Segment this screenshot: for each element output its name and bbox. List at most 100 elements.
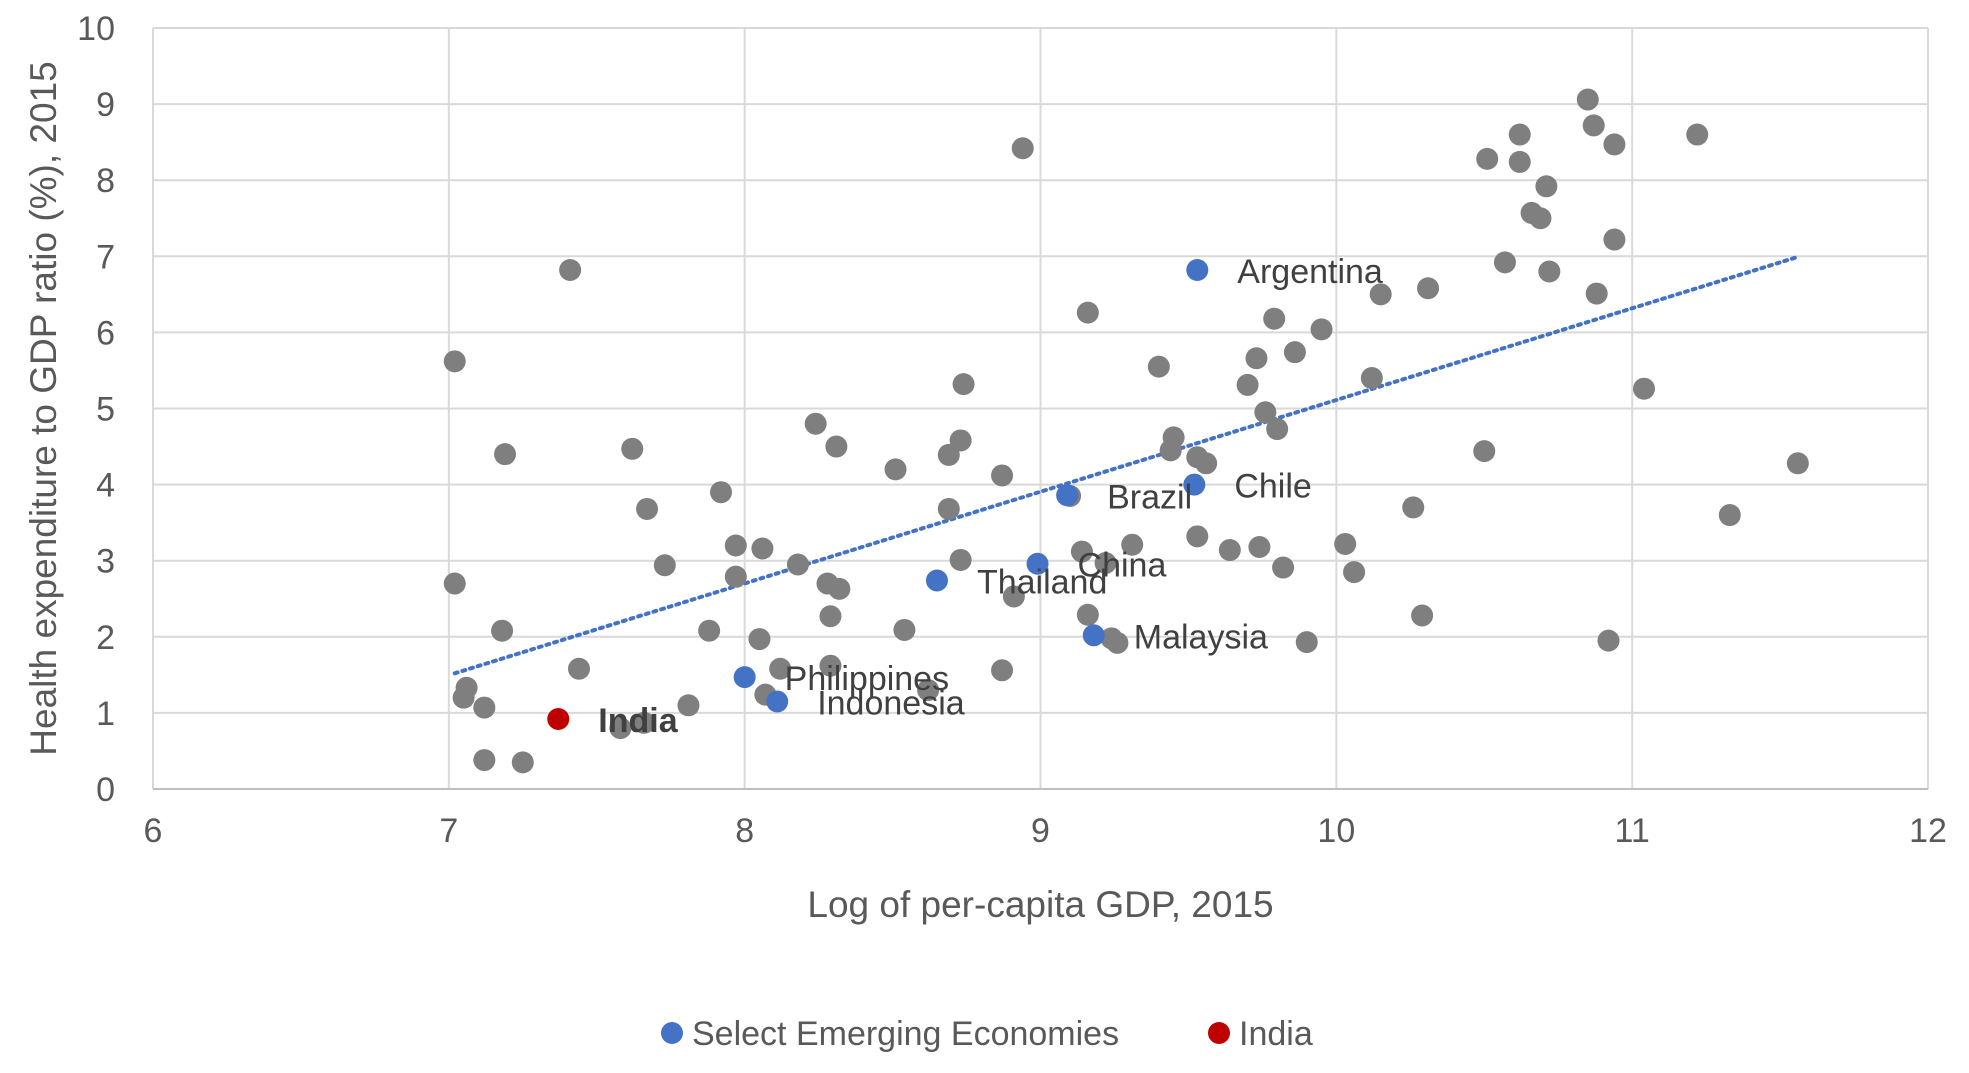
point-others	[937, 497, 960, 520]
point-others	[443, 572, 466, 595]
x-tick-label: 8	[735, 812, 754, 850]
point-others	[1106, 631, 1129, 654]
point-select-emerging-economies	[1082, 624, 1105, 647]
point-others	[1535, 175, 1558, 198]
point-others	[819, 605, 842, 628]
point-others	[1002, 585, 1025, 608]
point-others	[1538, 260, 1561, 283]
point-others	[511, 751, 534, 774]
point-others	[633, 711, 656, 734]
data-points	[443, 88, 1809, 774]
point-others	[1417, 277, 1440, 300]
x-tick-label: 7	[439, 812, 458, 850]
point-others	[1529, 207, 1552, 230]
point-others	[710, 481, 732, 504]
point-select-emerging-economies	[733, 666, 756, 689]
point-others	[1236, 373, 1259, 396]
legend-label-india: India	[1239, 1015, 1313, 1053]
point-others	[1582, 114, 1605, 137]
point-others	[1360, 367, 1383, 390]
point-select-emerging-economies	[1056, 484, 1079, 507]
y-tick-label: 9	[96, 86, 115, 124]
y-tick-label: 2	[96, 619, 115, 657]
point-label-philippines: Philippines	[785, 660, 949, 698]
point-others	[786, 553, 809, 576]
y-tick-label: 5	[96, 391, 115, 429]
point-others	[769, 657, 792, 680]
point-others	[1786, 452, 1809, 475]
point-others	[1633, 377, 1655, 400]
point-others	[893, 618, 916, 641]
point-others	[473, 696, 496, 719]
point-others	[609, 717, 632, 740]
point-others	[1195, 452, 1218, 475]
point-others	[1272, 556, 1295, 579]
y-tick-label: 0	[96, 771, 115, 809]
point-others	[1334, 532, 1357, 555]
point-others	[1076, 603, 1099, 626]
point-others	[1266, 418, 1289, 441]
point-label-indonesia: Indonesia	[817, 684, 965, 722]
point-others	[1476, 147, 1499, 170]
point-select-emerging-economies	[766, 690, 789, 713]
point-others	[653, 554, 676, 577]
point-others	[1186, 525, 1209, 548]
point-others	[819, 654, 842, 677]
point-label-argentina: Argentina	[1237, 253, 1383, 291]
point-others	[1218, 539, 1241, 562]
point-label-malaysia: Malaysia	[1134, 618, 1268, 656]
y-tick-label: 4	[96, 467, 115, 505]
point-others	[949, 548, 972, 571]
point-others	[621, 437, 644, 460]
point-others	[1493, 251, 1516, 274]
point-others	[1686, 123, 1709, 146]
point-others	[473, 749, 496, 772]
point-others	[1094, 551, 1117, 574]
point-others	[884, 458, 907, 481]
point-others	[1369, 283, 1392, 306]
point-others	[1283, 341, 1306, 364]
point-label-india: India	[598, 702, 678, 740]
point-others	[991, 464, 1014, 487]
point-others	[828, 577, 851, 600]
legend-label-select-emerging-economies: Select Emerging Economies	[692, 1015, 1119, 1053]
point-others	[491, 619, 514, 642]
point-others	[1603, 228, 1626, 251]
point-others	[1508, 123, 1531, 146]
y-tick-label: 1	[96, 695, 115, 733]
y-tick-label: 10	[77, 10, 115, 48]
point-others	[748, 628, 771, 651]
point-others	[1263, 307, 1286, 330]
point-others	[1718, 504, 1741, 527]
y-axis-title: Health expenditure to GDP ratio (%), 201…	[23, 61, 64, 755]
point-others	[568, 657, 590, 680]
point-label-china: China	[1078, 547, 1167, 585]
point-others	[1147, 355, 1170, 378]
point-others	[825, 435, 848, 458]
point-select-emerging-economies	[1186, 258, 1209, 281]
point-others	[636, 497, 659, 520]
legend-marker-select-emerging-economies	[661, 1022, 683, 1044]
point-others	[1343, 561, 1366, 584]
point-others	[1585, 282, 1608, 305]
point-others	[1162, 426, 1185, 449]
point-label-chile: Chile	[1234, 468, 1311, 506]
legend: Select Emerging Economies India	[661, 1015, 1313, 1053]
x-axis-title: Log of per-capita GDP, 2015	[807, 884, 1273, 925]
point-others	[1402, 496, 1425, 519]
point-others	[751, 537, 774, 560]
point-label-brazil: Brazil	[1107, 478, 1192, 516]
x-tick-label: 11	[1615, 812, 1650, 850]
point-others	[1310, 318, 1333, 341]
point-others	[952, 373, 975, 396]
point-others	[949, 429, 972, 452]
point-others	[991, 659, 1014, 682]
point-others	[1245, 347, 1268, 370]
point-india	[547, 707, 570, 730]
y-tick-label: 6	[96, 314, 115, 352]
point-others	[1076, 301, 1099, 324]
point-others	[677, 694, 700, 717]
point-others	[1508, 150, 1531, 173]
